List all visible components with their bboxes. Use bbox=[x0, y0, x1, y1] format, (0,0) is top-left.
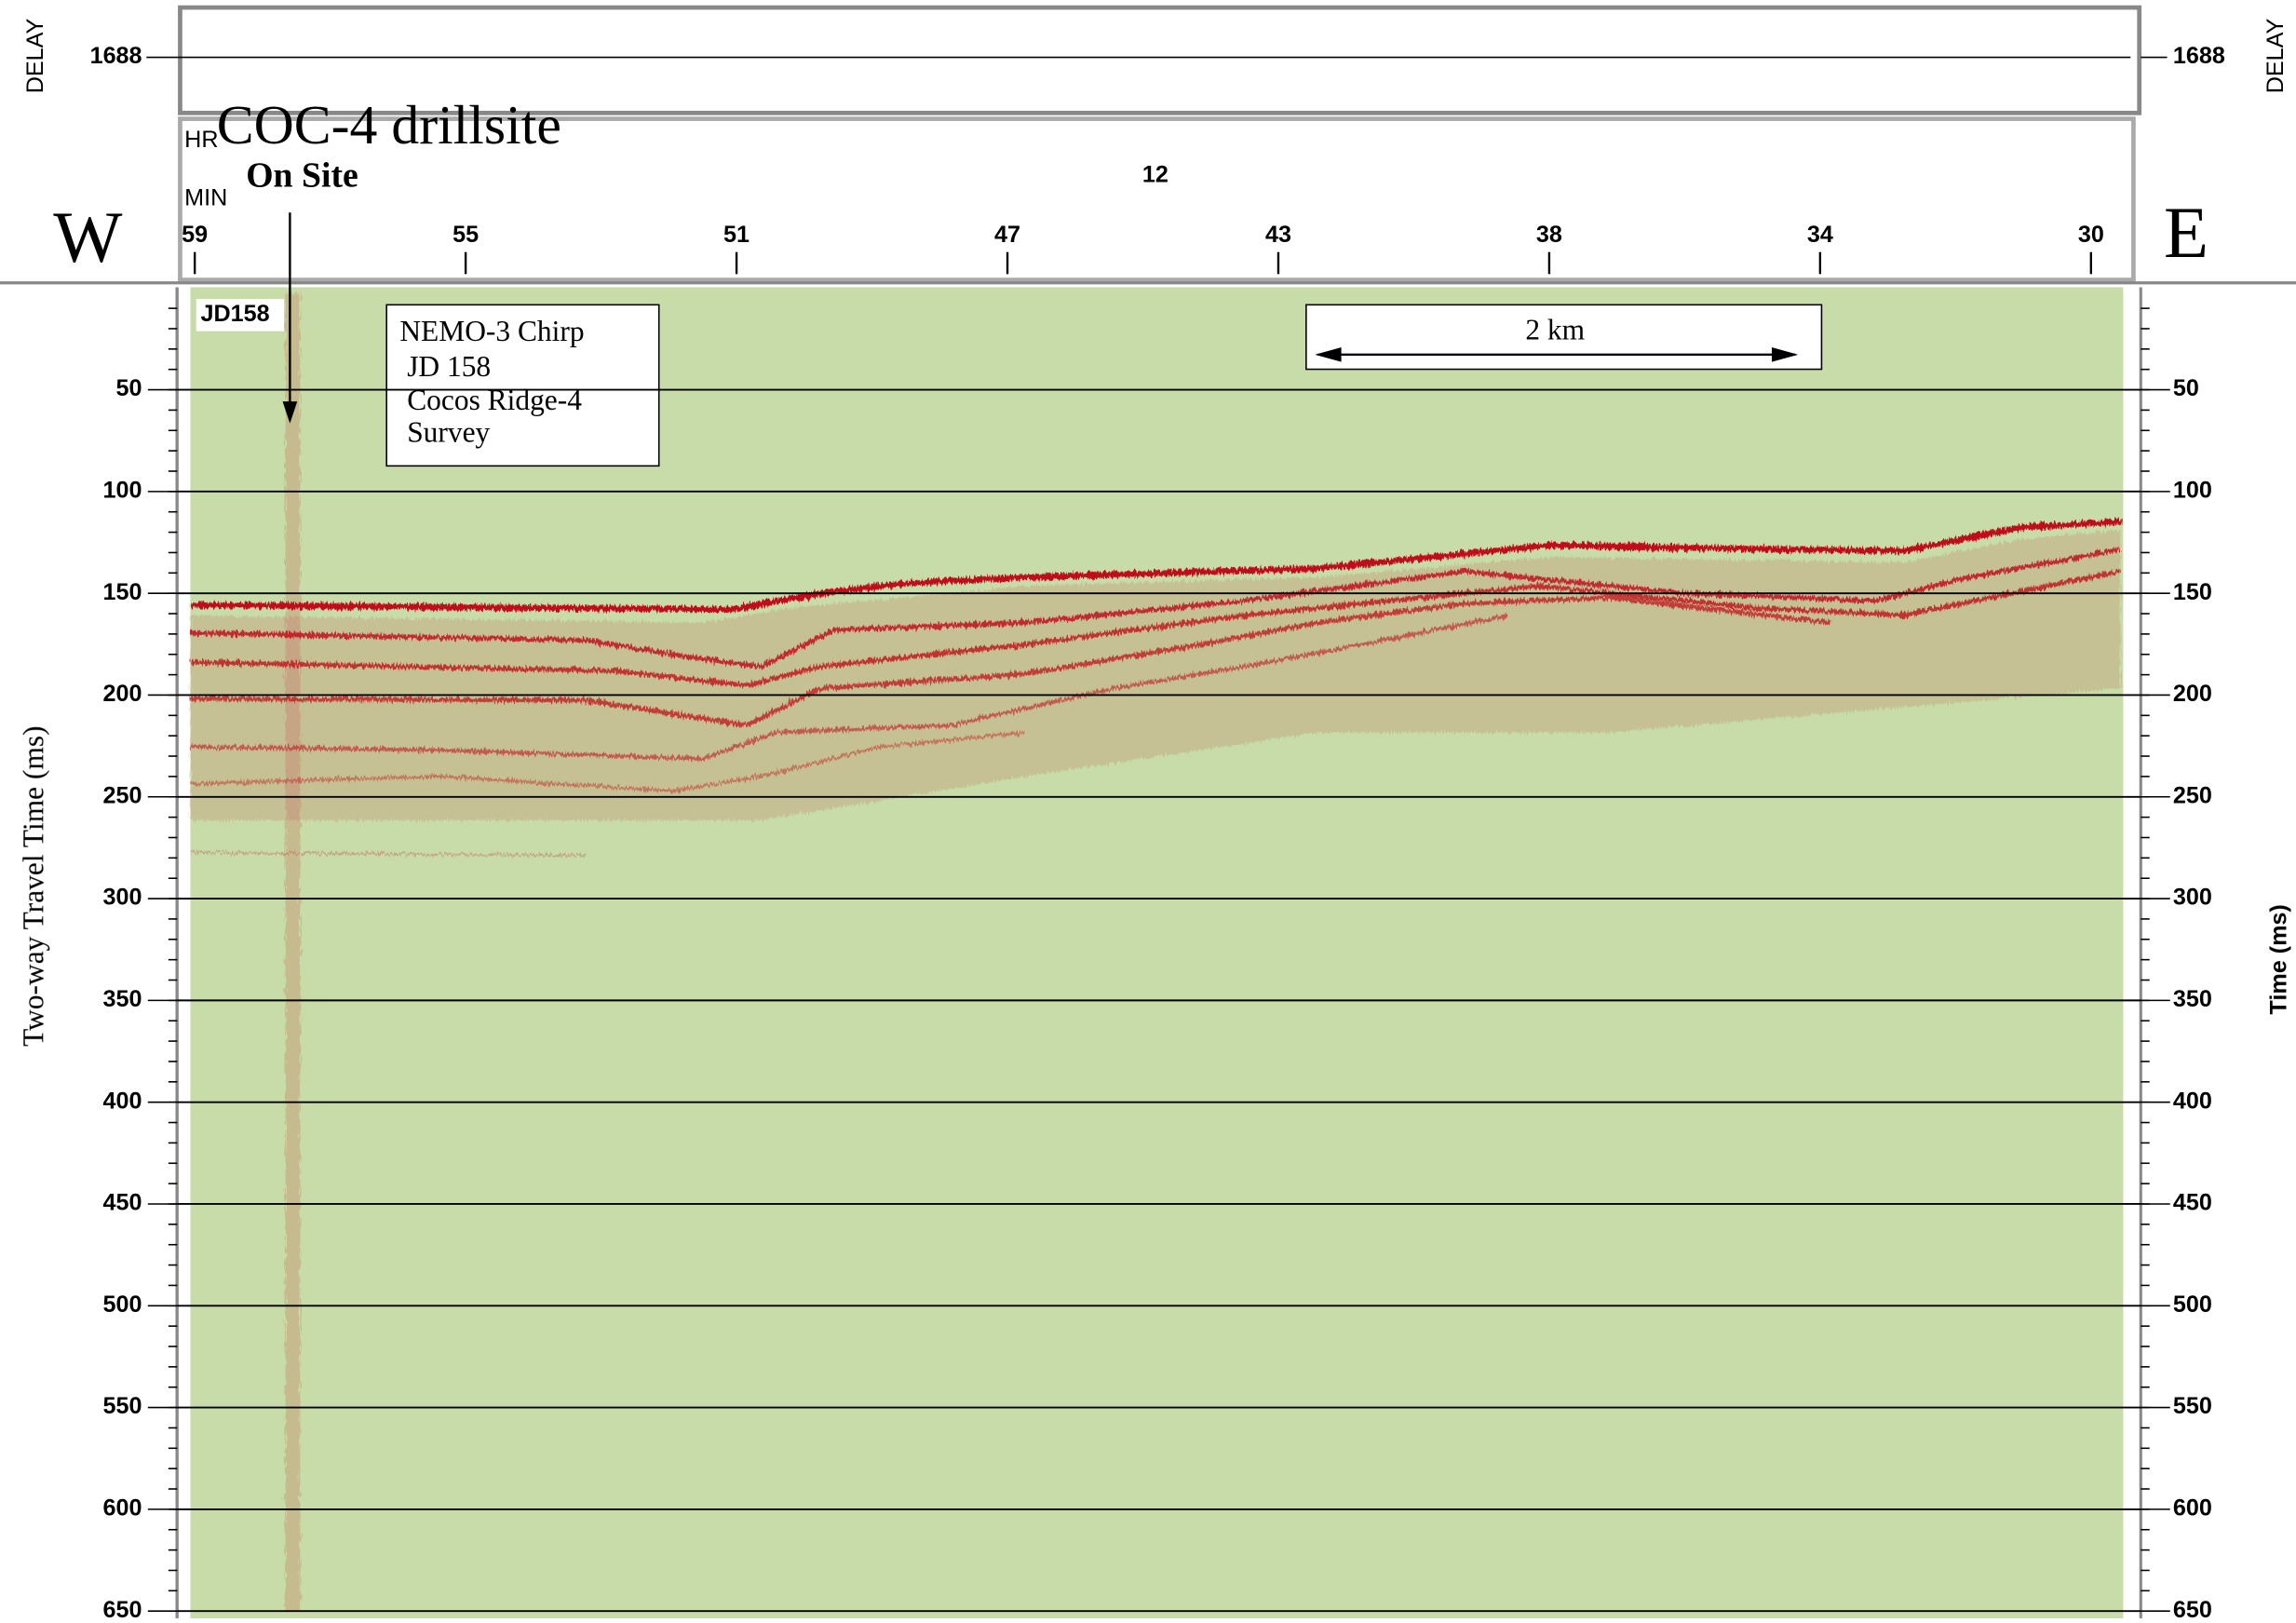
hour-label: HR bbox=[184, 127, 218, 153]
y-tick-label: 200 bbox=[103, 681, 142, 707]
minute-tick-label: 34 bbox=[1807, 222, 1833, 248]
y2-tick-label: 550 bbox=[2173, 1393, 2212, 1419]
y2-axis-label: Time (ms) bbox=[2265, 904, 2291, 1014]
info-line: Survey bbox=[407, 416, 490, 449]
y2-tick-label: 500 bbox=[2173, 1292, 2212, 1318]
reflector bbox=[190, 518, 2121, 613]
y2-tick-label: 50 bbox=[2173, 375, 2199, 401]
side-label: E bbox=[2164, 193, 2208, 274]
side-label: W bbox=[53, 197, 123, 278]
plot-background bbox=[190, 287, 2124, 1619]
reflectors bbox=[190, 292, 2121, 1612]
minute-tick-label: 55 bbox=[452, 222, 479, 248]
minute-tick-label: 59 bbox=[182, 222, 208, 248]
delay-label: DELAY bbox=[2262, 18, 2289, 93]
y-tick-label: 100 bbox=[103, 478, 142, 504]
y2-tick-label: 250 bbox=[2173, 782, 2212, 808]
delay-value: 1688 bbox=[90, 43, 142, 69]
y2-tick-label: 650 bbox=[2173, 1597, 2212, 1623]
y-axis-label: Two-way Travel Time (ms) bbox=[18, 725, 50, 1047]
y2-tick-label: 150 bbox=[2173, 579, 2212, 605]
y-tick-label: 600 bbox=[103, 1495, 142, 1522]
panel-label: JD158 bbox=[200, 301, 269, 327]
y-tick-label: 500 bbox=[103, 1292, 142, 1318]
minute-label: MIN bbox=[184, 185, 227, 211]
time-panel bbox=[178, 116, 2136, 282]
info-line: Cocos Ridge-4 bbox=[407, 384, 582, 416]
reflector bbox=[190, 851, 587, 857]
reflector bbox=[190, 547, 2121, 669]
minute-tick-label: 38 bbox=[1536, 222, 1562, 248]
y2-tick-label: 450 bbox=[2173, 1190, 2212, 1216]
scale-box bbox=[1305, 304, 1823, 371]
info-box bbox=[385, 304, 660, 467]
info-line: JD 158 bbox=[407, 350, 491, 383]
y2-tick-label: 300 bbox=[2173, 885, 2212, 911]
delay-value: 1688 bbox=[2173, 43, 2225, 69]
y2-tick-label: 600 bbox=[2173, 1495, 2212, 1522]
minute-tick-label: 43 bbox=[1265, 222, 1291, 248]
y-tick-label: 650 bbox=[103, 1597, 142, 1623]
y-tick-label: 550 bbox=[103, 1393, 142, 1419]
hour-value: 12 bbox=[1142, 162, 1168, 188]
scale-label: 2 km bbox=[1525, 313, 1585, 345]
y2-tick-label: 350 bbox=[2173, 986, 2212, 1012]
y2-tick-label: 400 bbox=[2173, 1088, 2212, 1114]
minute-tick-label: 47 bbox=[994, 222, 1020, 248]
reflector bbox=[190, 569, 2121, 688]
panel-label-box bbox=[196, 299, 285, 331]
minute-tick-label: 51 bbox=[723, 222, 750, 248]
reflector bbox=[190, 731, 1026, 793]
chart-title: COC-4 drillsite bbox=[217, 94, 561, 156]
y-tick-label: 250 bbox=[103, 782, 142, 808]
y-tick-label: 150 bbox=[103, 579, 142, 605]
y-tick-label: 450 bbox=[103, 1190, 142, 1216]
subtitle: On Site bbox=[246, 156, 358, 196]
y-tick-label: 350 bbox=[103, 986, 142, 1012]
delay-panel bbox=[178, 5, 2142, 115]
reflector bbox=[190, 613, 1509, 761]
y2-tick-label: 100 bbox=[2173, 478, 2212, 504]
y2-tick-label: 200 bbox=[2173, 681, 2212, 707]
y-tick-label: 300 bbox=[103, 885, 142, 911]
info-line: NEMO-3 Chirp bbox=[399, 315, 584, 347]
y-tick-label: 50 bbox=[116, 375, 142, 401]
y-tick-label: 400 bbox=[103, 1088, 142, 1114]
site-arrowhead bbox=[282, 401, 298, 424]
reflector bbox=[190, 595, 1831, 728]
delay-label: DELAY bbox=[22, 18, 48, 93]
minute-tick-label: 30 bbox=[2078, 222, 2104, 248]
